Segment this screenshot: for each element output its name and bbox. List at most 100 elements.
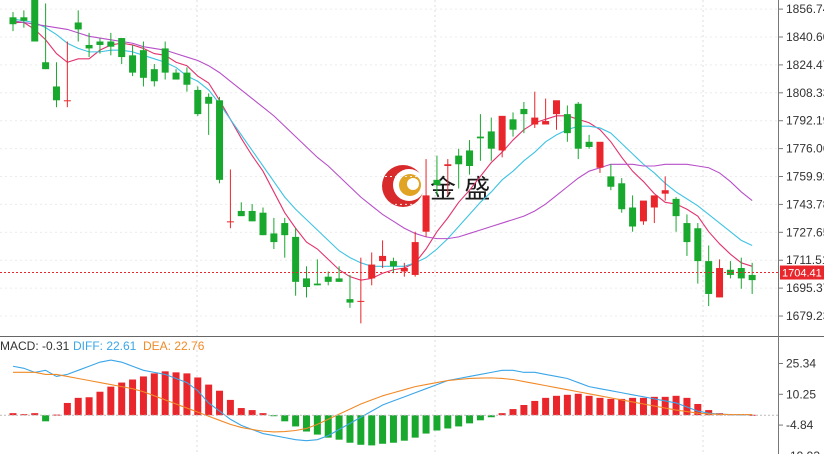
candle-body [737,268,745,279]
macd-bar [357,415,365,445]
price-tick-label: 1711.51 [786,253,824,267]
candle-body [139,50,147,78]
candle-body [531,117,539,125]
candle [466,140,474,175]
candle [400,262,408,277]
candlestick-series [9,0,756,324]
candle-body [292,236,300,282]
price-tick-label: 1792.19 [786,114,824,128]
candle-body [705,261,713,294]
candle-body [194,89,202,115]
candle-body [335,278,343,282]
candle-body [357,300,365,302]
macd-axis: 25.34 10.25 -4.84 -19.93 [778,357,820,454]
candle [726,261,734,279]
macd-bar [150,373,158,416]
candle [542,98,550,125]
macd-bar [139,376,147,416]
candle [248,204,256,222]
macd-bar [346,415,354,443]
macd-bar [585,395,593,416]
macd-bar [661,396,669,416]
candle-body [237,210,245,217]
macd-bar [205,384,213,416]
candle-body [248,210,256,222]
candle [737,257,745,289]
macd-bar [455,415,463,427]
macd-bar [107,386,115,416]
candle [270,217,278,249]
candle-body [520,108,528,115]
candle [433,155,441,196]
candle-body [161,48,169,73]
macd-bar [324,415,332,438]
candle [607,164,615,191]
candle [150,63,158,87]
macd-bar [302,415,310,432]
candle-body [748,274,756,281]
candle [96,38,104,54]
candle-body [52,86,60,101]
candle [585,134,593,149]
candle [650,195,658,224]
candle [194,86,202,116]
macd-histogram [9,371,756,446]
candle-body [455,155,463,165]
candle-body [259,212,267,236]
price-gridlines [0,8,778,317]
candle-body [466,150,474,166]
diff-line [12,359,753,442]
candle [31,0,39,42]
candle-body [172,72,180,80]
candle-body [585,141,593,147]
macd-bar [368,415,376,446]
candle-body [129,55,137,73]
macd-bar [520,405,528,416]
candle [618,178,626,213]
candle-body [716,268,724,298]
candle-body [96,41,104,45]
macd-bar [118,382,126,416]
macd-bar [31,413,39,416]
candle-body [313,283,321,286]
candle-body [9,17,17,25]
candle-body [411,242,419,275]
candle-body [107,41,115,47]
candle [335,266,343,282]
candle-body [574,103,582,149]
macd-bar [183,373,191,416]
macd-bar [129,379,137,416]
candle [302,266,310,298]
macd-bar [596,397,604,416]
macd-bar [237,408,245,416]
macd-bar [422,415,430,434]
macd-bar [618,398,626,416]
candle [172,69,180,80]
macd-bar [389,415,397,443]
last-price-label: 1704.41 [782,268,822,280]
last-price-tag-bg [780,265,824,280]
candle-body [346,299,354,303]
candle-body [422,195,430,232]
candle-body [542,121,550,125]
macd-bar [281,415,289,422]
macd-bar [433,415,441,431]
candle-body [368,264,376,279]
candle-body [596,141,604,168]
candle-body [683,223,691,243]
candle-body [476,136,484,139]
candle-body [302,278,310,288]
macd-bar [531,400,539,416]
price-tick-label: 1856.74 [786,2,824,16]
candle [455,148,463,189]
price-tick-label: 1695.37 [786,281,824,295]
candle-body [20,17,28,21]
candle [183,67,191,92]
macd-tick-label: 10.25 [786,387,816,401]
candle-body [661,190,669,194]
candle [9,12,17,32]
candle [553,100,560,130]
candle [444,159,452,196]
candle [661,176,669,201]
